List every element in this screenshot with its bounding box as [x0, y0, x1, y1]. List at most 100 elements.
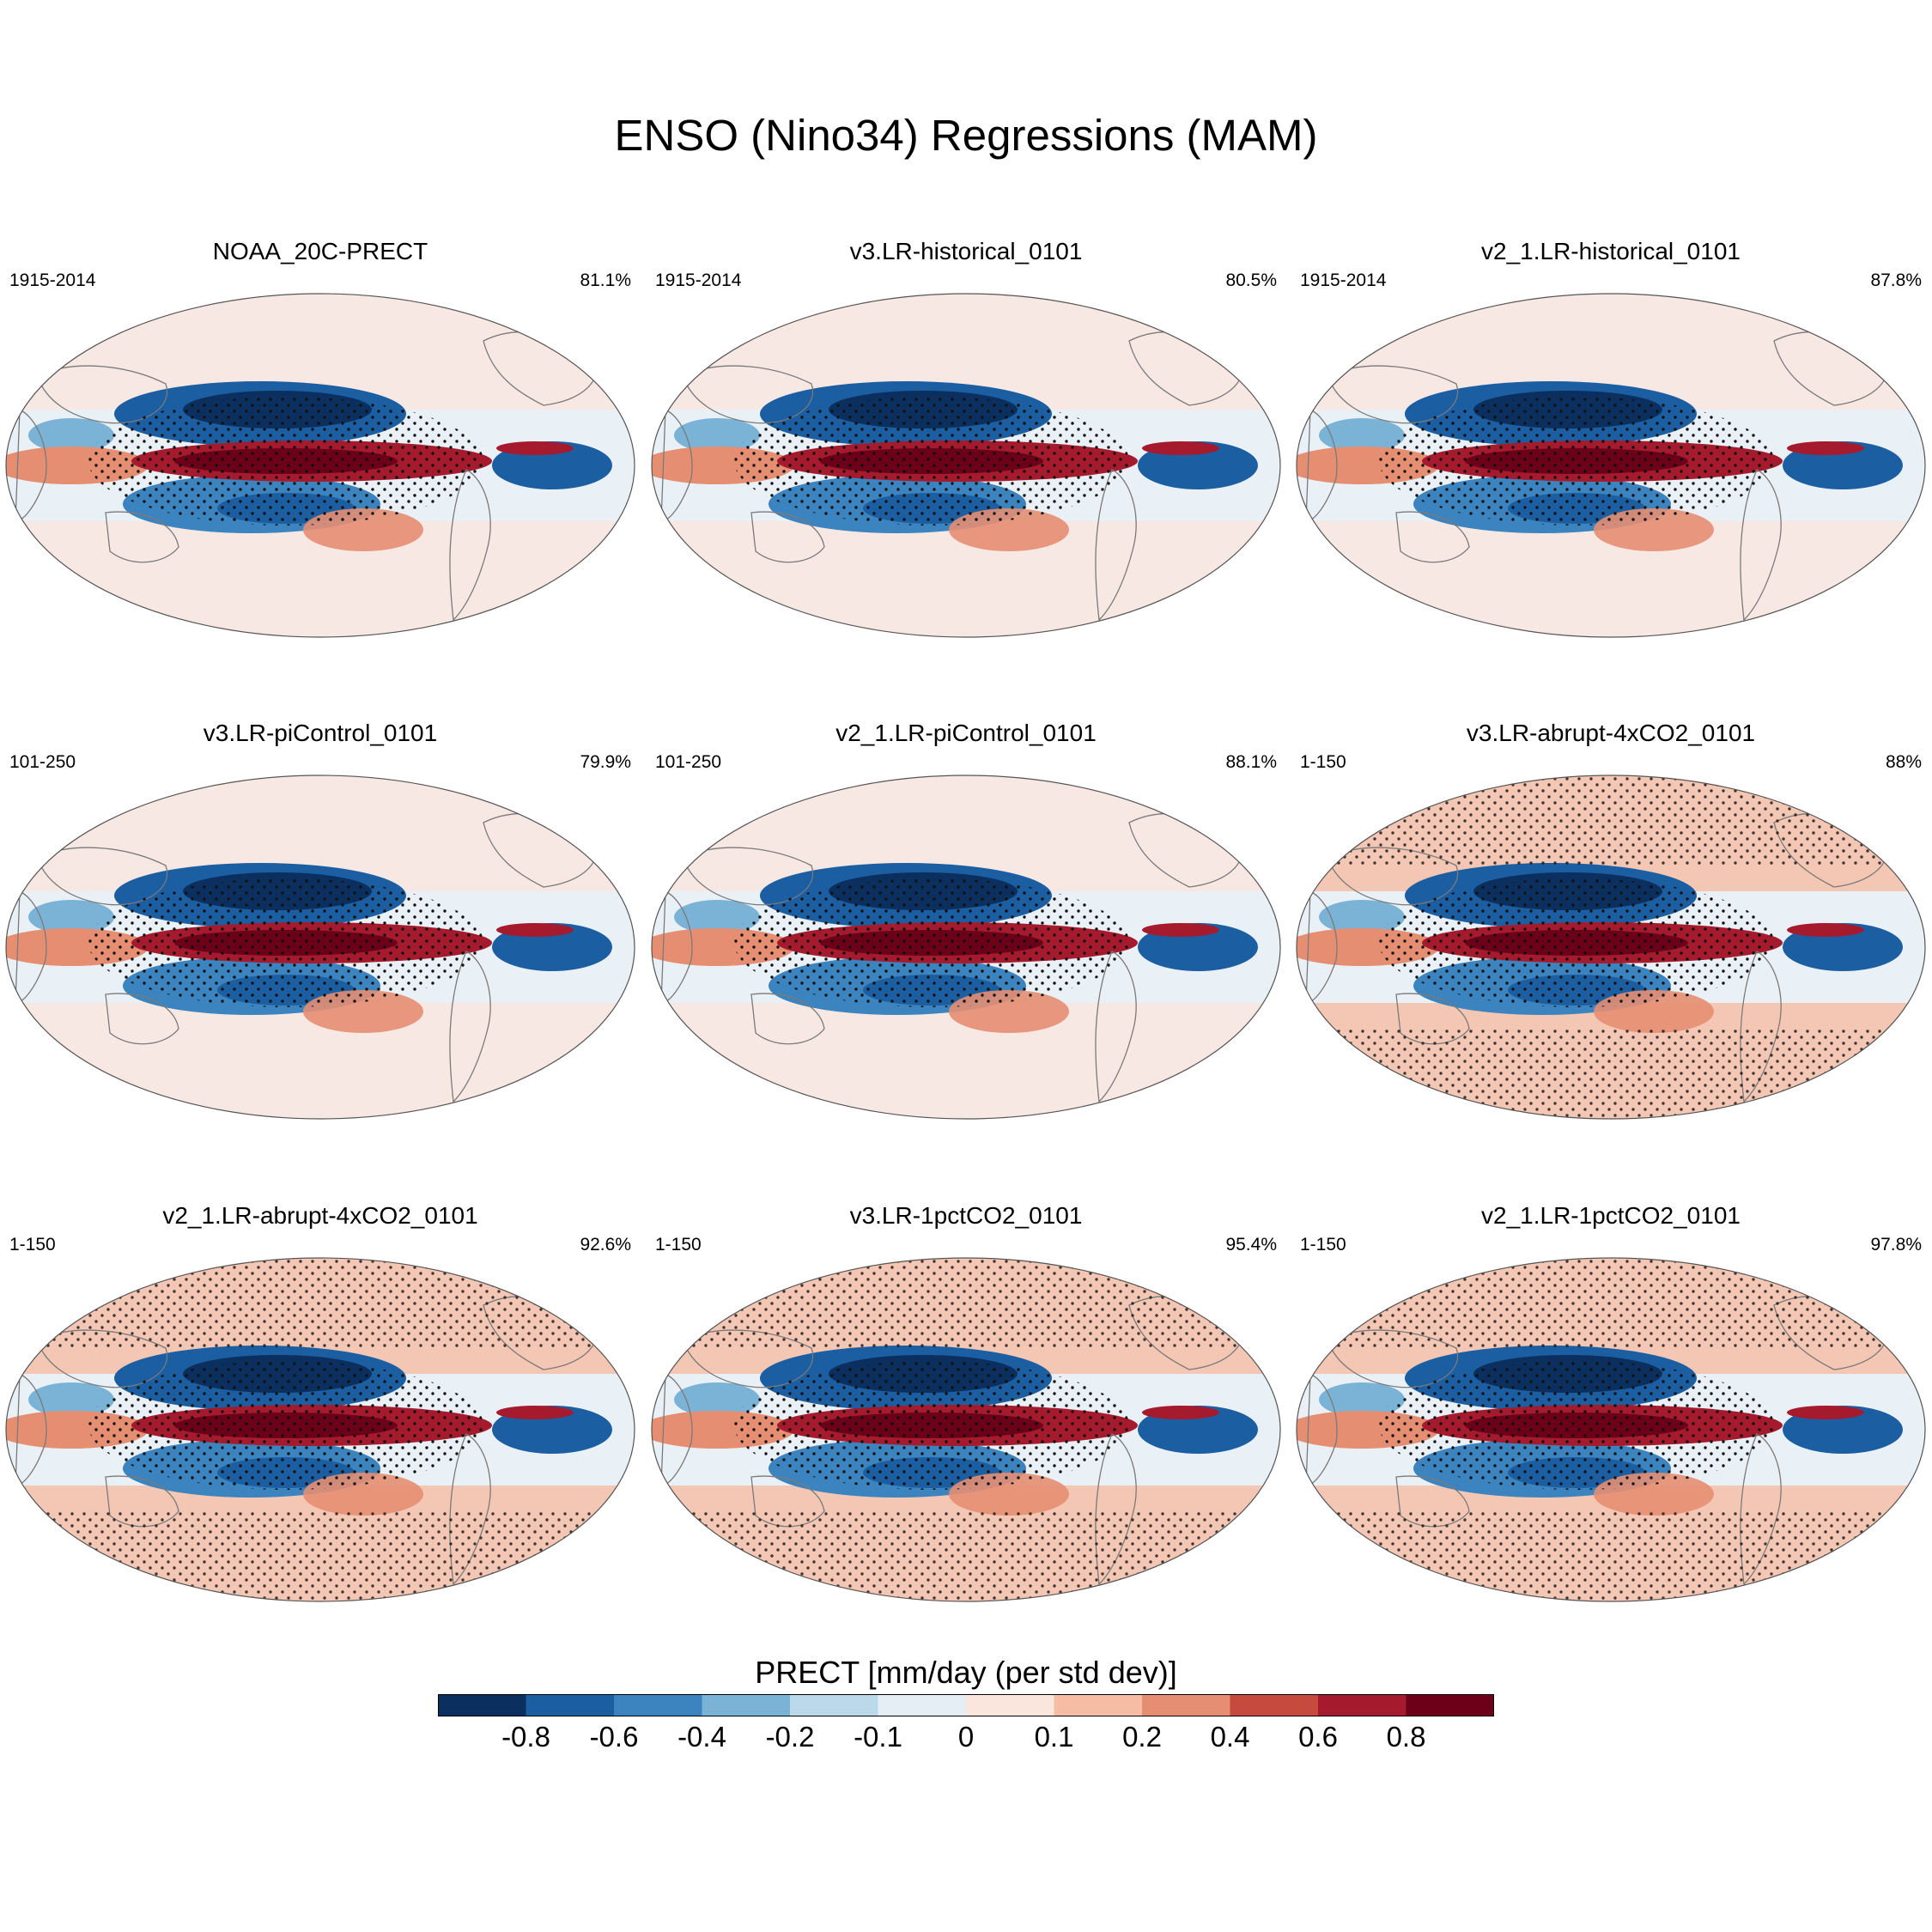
- significance-stipple: [734, 397, 1129, 526]
- colorbar-swatch: [438, 1694, 526, 1716]
- coastline: [1095, 469, 1137, 622]
- significance-stipple-south: [652, 1511, 1280, 1601]
- africa-negative: [28, 1382, 114, 1417]
- coastline: [682, 847, 814, 906]
- panel-percent: 80.5%: [1225, 270, 1277, 290]
- colorbar-swatch: [1142, 1694, 1230, 1716]
- atlantic-positive: [1142, 923, 1219, 937]
- significance-stipple: [88, 878, 483, 1007]
- atlantic-positive: [496, 923, 574, 937]
- map-border: [1296, 1257, 1926, 1602]
- regression-map: [5, 775, 635, 1120]
- figure-title: ENSO (Nino34) Regressions (MAM): [614, 111, 1318, 160]
- colorbar-tick-label: 0.2: [1122, 1721, 1162, 1753]
- colorbar-swatch: [966, 1694, 1054, 1716]
- regression-map: [5, 293, 635, 638]
- colorbar-tick-label: 0.4: [1210, 1721, 1250, 1753]
- coastline: [1095, 951, 1137, 1103]
- atlantic-positive: [1142, 441, 1219, 455]
- map-border: [651, 775, 1281, 1120]
- colorbar-swatch: [1318, 1694, 1406, 1716]
- coastline: [36, 847, 168, 906]
- colorbar-swatch: [878, 1694, 967, 1716]
- africa-negative: [1319, 1382, 1405, 1417]
- panel-percent: 92.6%: [580, 1235, 631, 1255]
- regression-map: [651, 775, 1281, 1120]
- map-border: [5, 293, 635, 638]
- map-panel-5: v2_1.LR-piControl_0101 101-250 88.1%: [648, 720, 1284, 1132]
- panel-percent: 97.8%: [1870, 1235, 1922, 1255]
- colorbar-swatch: [702, 1694, 791, 1716]
- coastline: [1740, 469, 1782, 622]
- regression-map: [1296, 293, 1926, 638]
- panel-period: 1-150: [9, 1235, 56, 1255]
- map-panel-7: v2_1.LR-abrupt-4xCO2_0101 1-150 92.6%: [3, 1202, 638, 1614]
- panel-title: v3.LR-1pctCO2_0101: [849, 1202, 1083, 1229]
- significance-stipple: [1379, 1361, 1774, 1490]
- significance-stipple-south: [1297, 1029, 1925, 1119]
- coastline: [36, 365, 168, 424]
- panel-percent: 87.8%: [1870, 270, 1922, 290]
- coastline: [682, 365, 814, 424]
- colorbar-swatch: [1230, 1694, 1319, 1716]
- panel-title: v3.LR-historical_0101: [849, 238, 1083, 264]
- significance-stipple-north: [1297, 1258, 1925, 1348]
- coastline: [1327, 365, 1459, 424]
- colorbar-tick-label: -0.6: [589, 1721, 639, 1753]
- regression-map: [5, 1257, 635, 1602]
- panel-period: 101-250: [9, 752, 76, 772]
- map-border: [5, 1257, 635, 1602]
- regression-map: [1296, 1257, 1926, 1602]
- map-panel-8: v3.LR-1pctCO2_0101 1-150 95.4%: [648, 1202, 1284, 1614]
- colorbar-tick-label: 0.8: [1386, 1721, 1426, 1753]
- colorbar-swatch: [1054, 1694, 1143, 1716]
- map-panel-3: v2_1.LR-historical_0101 1915-2014 87.8%: [1293, 238, 1929, 650]
- colorbar-swatch: [1406, 1694, 1494, 1716]
- significance-stipple-north: [1297, 775, 1925, 866]
- panel-percent: 88.1%: [1225, 752, 1277, 772]
- significance-stipple-north: [652, 1258, 1280, 1348]
- map-border: [1296, 293, 1926, 638]
- map-panel-1: NOAA_20C-PRECT 1915-2014 81.1%: [3, 238, 638, 650]
- panel-period: 1-150: [1300, 752, 1346, 772]
- africa-negative: [674, 418, 760, 453]
- significance-stipple-north: [6, 1258, 635, 1348]
- panel-title: v2_1.LR-historical_0101: [1481, 238, 1741, 264]
- colorbar-tick-label: -0.1: [854, 1721, 902, 1753]
- africa-negative: [674, 900, 760, 934]
- atlantic-positive: [1787, 1406, 1864, 1419]
- map-panel-2: v3.LR-historical_0101 1915-2014 80.5%: [648, 238, 1284, 650]
- atlantic-positive: [1787, 441, 1864, 455]
- regression-map: [651, 293, 1281, 638]
- significance-stipple: [88, 1361, 483, 1490]
- regression-map: [651, 1257, 1281, 1602]
- africa-negative: [28, 900, 114, 934]
- panel-period: 1915-2014: [1300, 270, 1387, 290]
- africa-negative: [674, 1382, 760, 1417]
- colorbar-tick-label: -0.4: [677, 1721, 726, 1753]
- panel-title: v2_1.LR-1pctCO2_0101: [1481, 1202, 1741, 1229]
- panel-period: 1-150: [655, 1235, 702, 1255]
- colorbar-tick-label: -0.8: [501, 1721, 550, 1753]
- atlantic-positive: [496, 441, 574, 455]
- panel-period: 1-150: [1300, 1235, 1346, 1255]
- panel-percent: 79.9%: [580, 752, 631, 772]
- significance-stipple: [734, 1361, 1129, 1490]
- colorbar-tick-label: -0.2: [765, 1721, 815, 1753]
- panel-title: v3.LR-piControl_0101: [203, 720, 438, 746]
- panel-percent: 88%: [1885, 752, 1922, 772]
- panel-percent: 81.1%: [580, 270, 631, 290]
- coastline: [1395, 511, 1470, 563]
- panel-period: 1915-2014: [655, 270, 742, 290]
- colorbar-title: PRECT [mm/day (per std dev)]: [755, 1655, 1177, 1690]
- panel-title: v2_1.LR-piControl_0101: [835, 720, 1097, 746]
- africa-negative: [28, 418, 114, 453]
- atlantic-positive: [1787, 923, 1864, 937]
- panel-period: 101-250: [655, 752, 722, 772]
- map-border: [651, 1257, 1281, 1602]
- panel-period: 1915-2014: [9, 270, 96, 290]
- map-border: [651, 293, 1281, 638]
- significance-stipple: [88, 397, 483, 526]
- colorbar-swatch: [614, 1694, 702, 1716]
- panel-title: v2_1.LR-abrupt-4xCO2_0101: [162, 1202, 478, 1229]
